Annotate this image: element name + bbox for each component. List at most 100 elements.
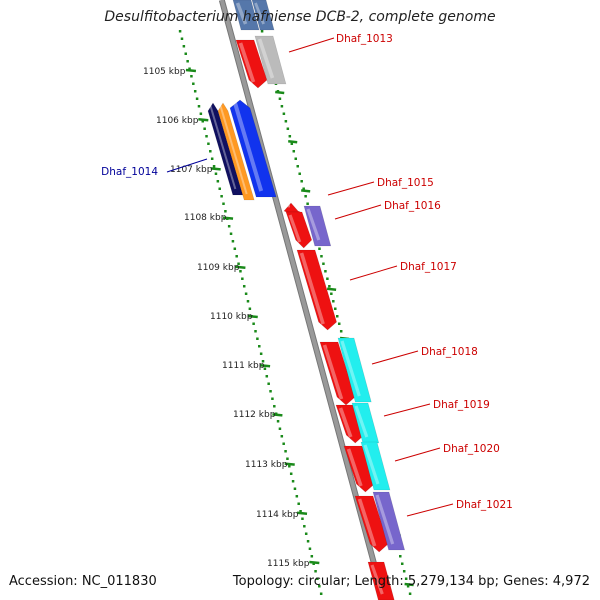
scale-label: 1111 kbp [222,361,265,371]
ruler-dot [246,300,250,303]
gene-dhaf-1019[interactable] [351,402,380,444]
ruler-dot [291,480,295,483]
gene-top-left[interactable] [232,0,260,31]
ruler-dot [314,570,317,573]
genome-title: Desulfitobacterium hafniense DCB-2, comp… [104,9,496,25]
gene-dhaf-1020[interactable] [360,441,391,491]
inner-ruler-dot [288,135,292,138]
ruler-dot [284,450,287,453]
inner-ruler-dot [298,172,301,175]
inner-ruler-dot [278,97,282,100]
ruler-tick [185,68,197,73]
ruler-dot [267,382,270,385]
gene-label-dhaf-1013[interactable]: Dhaf_1013 [336,33,393,45]
inner-ruler-dot [400,562,404,565]
gene-highlight [219,105,248,195]
ruler-dot [203,127,206,130]
gene-label-dhaf-1021[interactable]: Dhaf_1021 [456,499,513,511]
inner-ruler-dot [406,585,410,588]
scale-labels: 1105 kbp 1106 kbp 1107 kbp 1108 kbp 1109 kbp… [143,67,310,569]
inner-ruler-dot [282,112,286,115]
gene-highlight [357,498,377,547]
inner-ruler-dot [337,322,341,325]
gene-label-dhaf-1017[interactable]: Dhaf_1017 [400,261,457,273]
inner-ruler-dot [284,120,288,123]
genome-summary: Topology: circular; Length: 5,279,134 bp… [232,574,590,589]
gene-dhaf-1014[interactable] [229,99,277,198]
ruler-dot [318,585,321,588]
accession-label: Accession: NC_011830 [9,574,157,589]
gene-label-dhaf-1018[interactable]: Dhaf_1018 [421,346,478,358]
gene-label-dhaf-1020[interactable]: Dhaf_1020 [443,443,500,455]
gene-dhaf-1017[interactable] [296,249,337,331]
gene-label-dhaf-1015[interactable]: Dhaf_1015 [377,177,434,189]
ruler-dot [297,502,300,505]
ruler-dot [308,547,312,550]
gene-label-dhaf-1014[interactable]: Dhaf_1014 [101,166,158,178]
gene-dhaf-1021[interactable] [372,491,406,551]
ruler-tick [296,511,308,516]
ruler-dot [209,150,212,153]
inner-ruler-dot [302,187,305,190]
ruler-dot [299,510,302,513]
gene-highlight [288,214,302,243]
scale-label: 1110 kbp [210,312,253,322]
gene-dhaf-1015-b[interactable] [285,211,313,249]
gene-top-right[interactable] [251,0,275,31]
gene-dhaf-1014-orange[interactable] [217,102,255,201]
gene-dhaf-1020-red[interactable] [343,445,375,493]
scale-label: 1113 kbp [245,460,288,470]
gene-highlight [338,407,353,438]
gene-label-dhaf-1019[interactable]: Dhaf_1019 [433,399,490,411]
gene-leader-line [371,350,419,365]
ruler-dot [224,210,227,213]
ruler-tick [284,462,295,466]
ruler-dot [188,67,191,70]
inner-ruler-dot [334,307,337,310]
gene-highlight [322,344,344,400]
gene-highlight [340,340,361,397]
inner-ruler-dot [404,577,408,580]
ruler-dot [310,555,314,558]
ruler-dot [273,405,276,408]
ruler-dot [244,292,248,295]
ruler-dot [216,180,220,183]
gene-dhaf-1013-a[interactable] [235,39,268,89]
ruler-dot [319,592,323,595]
ruler-dot [265,375,269,378]
gene-dhaf-1015[interactable] [283,202,301,213]
inner-ruler-dot [280,105,284,108]
ruler-dot [295,495,299,498]
inner-ruler-tick [326,287,337,292]
inner-ruler-tick [404,582,414,587]
gene-highlight [235,2,248,25]
inner-ruler-dot [324,270,327,273]
ruler-dot [222,202,225,205]
ruler-dot [304,532,308,535]
inner-ruler-dot [304,195,307,198]
inner-ruler-dot [326,277,329,280]
ruler-tick [222,216,234,220]
gene-dhaf-1016[interactable] [303,205,332,247]
gene-dhaf-1018[interactable] [337,337,372,403]
ruler-tick [247,314,258,319]
gene-dhaf-1014-navy[interactable] [207,102,244,196]
ruler-dot [205,135,208,138]
ruler-dot [220,195,223,198]
ruler-dot [201,120,205,123]
gene-highlight [233,102,264,192]
inner-ruler-tick [301,189,311,193]
inner-ruler-dot [260,30,264,33]
inner-ruler-dot [322,262,325,265]
ruler-dot [239,270,242,273]
gene-dhaf-1013[interactable] [254,35,287,85]
gene-leader-line [383,403,431,417]
ruler-dot [261,360,265,363]
gene-bottom-red[interactable] [367,561,395,600]
ruler-dot [280,435,284,438]
gene-label-dhaf-1016[interactable]: Dhaf_1016 [384,200,441,212]
gene-dhaf-1021-red[interactable] [354,495,389,553]
gene-highlight [370,564,384,595]
gene-dhaf-1018-red[interactable] [319,341,356,406]
